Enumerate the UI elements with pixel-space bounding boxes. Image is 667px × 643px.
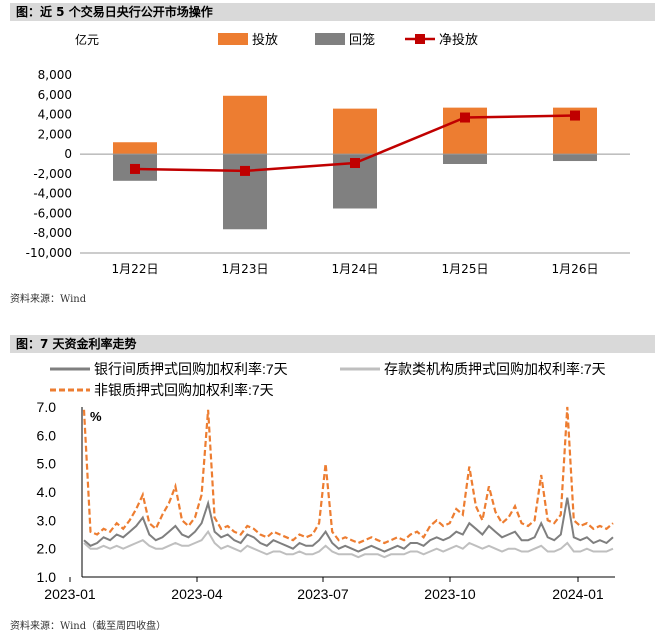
y-tick-label: -6,000 — [33, 206, 72, 220]
chart1-source: 资料来源：Wind — [10, 294, 87, 305]
legend-label: 净投放 — [439, 32, 478, 48]
x-tick-label: 1月25日 — [442, 262, 489, 276]
legend-label-nonbank: 非银质押式回购加权利率:7天 — [94, 382, 274, 398]
y-tick-label: -8,000 — [33, 226, 72, 240]
y-tick-label: -4,000 — [33, 187, 72, 201]
y-tick-label: 4,000 — [38, 108, 72, 122]
chart1-svg: 亿元 8,000 6,000 4,000 2,000 0 -2,000 -4,000 -6,00… — [26, 32, 630, 276]
x-tick-label: 2023-10 — [424, 586, 476, 602]
y-tick-label: 5.0 — [37, 456, 57, 472]
bar-huilong — [443, 154, 487, 164]
chart1-title: 图：近 5 个交易日央行公开市场操作 — [16, 5, 213, 19]
chart2-svg: 7.0 6.0 5.0 4.0 3.0 2.0 1.0% 2023-01 2023-04 2023… — [37, 361, 615, 602]
y-tick-label: 6.0 — [37, 427, 57, 443]
x-tick-label: 1月24日 — [332, 262, 379, 276]
y-tick-label: -10,000 — [26, 246, 72, 260]
legend-label: 投放 — [252, 32, 278, 48]
y-tick-label: 8,000 — [38, 68, 72, 82]
bar-huilong — [223, 154, 267, 230]
net-injection-marker — [240, 165, 250, 176]
x-tick-label: 2023-04 — [171, 586, 223, 602]
y-tick-label: 6,000 — [38, 88, 72, 102]
net-injection-marker — [350, 158, 360, 169]
bar-touru — [113, 142, 157, 155]
net-injection-marker — [570, 110, 580, 121]
chart2-source: 资料来源：Wind（截至周四收盘） — [10, 621, 167, 632]
y-tick-label: -2,000 — [33, 167, 72, 181]
x-tick-label: 1月26日 — [552, 262, 599, 276]
chart2-title-bar: 图：7 天资金利率走势 — [10, 335, 655, 353]
y-tick-label: 0 — [64, 147, 72, 161]
chart2-title: 图：7 天资金利率走势 — [16, 337, 137, 351]
net-injection-marker — [460, 112, 470, 123]
y-tick-label: 3.0 — [37, 512, 57, 528]
x-tick-label: 2023-07 — [297, 586, 349, 602]
x-tick-label: 2024-01 — [552, 586, 604, 602]
bar-touru — [333, 108, 377, 155]
y-axis-unit: % — [90, 409, 102, 424]
bar-touru — [223, 95, 267, 155]
y-tick-label: 2.0 — [37, 541, 57, 557]
x-tick-label: 1月22日 — [112, 262, 159, 276]
y-tick-label: 7.0 — [37, 399, 57, 415]
net-injection-marker — [130, 163, 140, 174]
series-line-2 — [82, 406, 614, 545]
legend-swatch — [315, 33, 345, 45]
series-line-1 — [83, 529, 614, 559]
y-tick-label: 2,000 — [38, 127, 72, 141]
x-tick-label: 1月23日 — [222, 262, 269, 276]
legend-label-interbank: 银行间质押式回购加权利率:7天 — [94, 361, 288, 377]
y-tick-label: 1.0 — [37, 569, 57, 585]
x-tick-label: 2023-01 — [44, 586, 96, 602]
y-tick-label: 4.0 — [37, 484, 57, 500]
y-axis-unit: 亿元 — [75, 32, 99, 47]
legend-label-deposit: 存款类机构质押式回购加权利率:7天 — [384, 361, 606, 377]
legend-swatch-marker — [415, 34, 425, 44]
chart1-title-bar: 图：近 5 个交易日央行公开市场操作 — [10, 3, 655, 21]
bar-huilong — [553, 154, 597, 162]
legend-label: 回笼 — [349, 32, 375, 48]
series-line-0 — [83, 497, 614, 553]
legend-swatch — [218, 33, 248, 45]
